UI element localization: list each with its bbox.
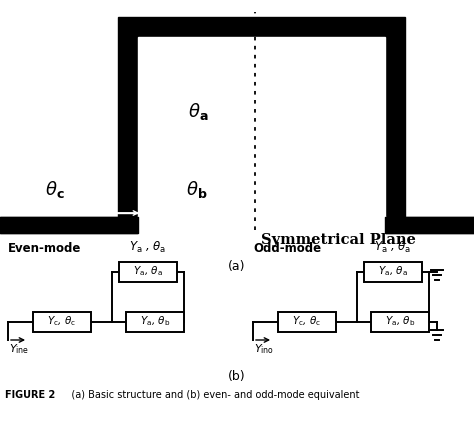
Text: $Y_{\rm c}$, $\theta_{\rm c}$: $Y_{\rm c}$, $\theta_{\rm c}$: [47, 314, 76, 328]
Text: (a): (a): [228, 260, 246, 273]
Text: Symmetrical Plane: Symmetrical Plane: [261, 233, 416, 247]
Text: $\theta_{\mathbf{a}}$: $\theta_{\mathbf{a}}$: [188, 102, 208, 123]
Bar: [126, 312, 184, 332]
Text: $Y_{\rm a}$, $\theta_{\rm b}$: $Y_{\rm a}$, $\theta_{\rm b}$: [140, 314, 170, 328]
Text: $Y_{\rm c}$, $\theta_{\rm c}$: $Y_{\rm c}$, $\theta_{\rm c}$: [292, 314, 321, 328]
Text: FIGURE 2: FIGURE 2: [5, 390, 55, 400]
Bar: [278, 312, 336, 332]
Bar: [364, 262, 422, 282]
Text: $Y_{\rm a}$, $\theta_{\rm b}$: $Y_{\rm a}$, $\theta_{\rm b}$: [385, 314, 415, 328]
Bar: [119, 262, 177, 282]
Text: $\theta_{\mathbf{b}}$: $\theta_{\mathbf{b}}$: [186, 180, 208, 200]
Text: $Y_{\rm ine}$: $Y_{\rm ine}$: [9, 342, 29, 356]
Bar: [33, 312, 91, 332]
Text: $Y_{\rm a}$ , $\theta_{\rm a}$: $Y_{\rm a}$ , $\theta_{\rm a}$: [129, 240, 167, 255]
Text: Odd-mode: Odd-mode: [253, 242, 321, 255]
Text: (a) Basic structure and (b) even- and odd-mode equivalent: (a) Basic structure and (b) even- and od…: [62, 390, 359, 400]
Text: $Y_{\rm a}$, $\theta_{\rm a}$: $Y_{\rm a}$, $\theta_{\rm a}$: [133, 264, 163, 278]
Text: $Y_{\rm a}$, $\theta_{\rm a}$: $Y_{\rm a}$, $\theta_{\rm a}$: [378, 264, 408, 278]
Text: $Y_{\rm a}$ , $\theta_{\rm a}$: $Y_{\rm a}$ , $\theta_{\rm a}$: [374, 240, 412, 255]
Bar: [371, 312, 429, 332]
Text: Even-mode: Even-mode: [8, 242, 82, 255]
Text: $\theta_{\mathbf{c}}$: $\theta_{\mathbf{c}}$: [45, 180, 65, 200]
Text: (b): (b): [228, 370, 246, 383]
Text: $Y_{\rm ino}$: $Y_{\rm ino}$: [254, 342, 274, 356]
Polygon shape: [118, 17, 405, 225]
Polygon shape: [138, 37, 385, 225]
Polygon shape: [138, 216, 385, 234]
